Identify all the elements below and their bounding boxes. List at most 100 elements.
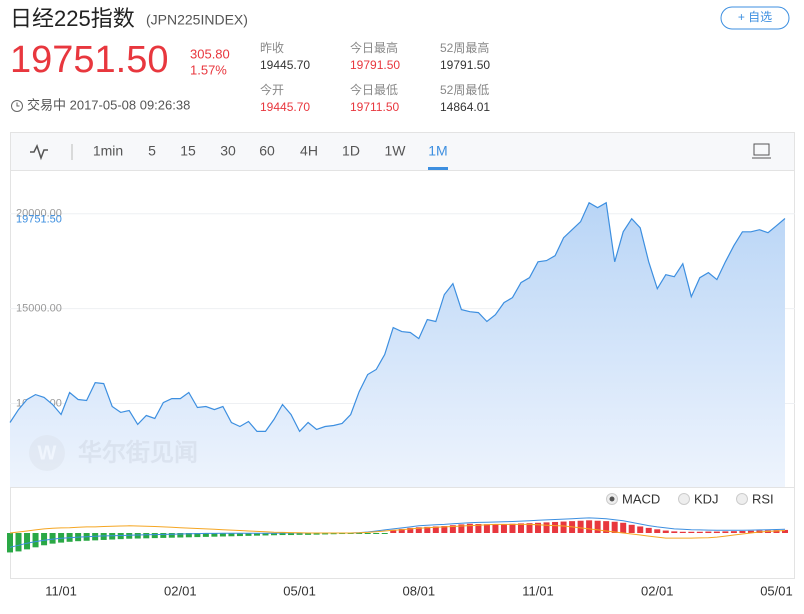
price-area: [10, 202, 785, 487]
macd-bar: [654, 529, 661, 533]
price-line: [9, 201, 786, 433]
x-tick-label: 08/01: [403, 583, 436, 598]
macd-bar: [271, 533, 278, 536]
watermark-logo-letter: W: [38, 442, 57, 464]
watch-button-label[interactable]: + 自选: [738, 10, 772, 24]
macd-bar: [211, 533, 218, 537]
macd-bar: [662, 530, 669, 533]
timeframe-tab[interactable]: 30: [220, 143, 236, 159]
macd-bar: [305, 533, 312, 535]
x-tick-label: 02/01: [641, 583, 674, 598]
macd-bar: [739, 530, 746, 533]
macd-bar: [713, 531, 720, 533]
macd-bar: [747, 530, 754, 533]
macd-bar: [49, 533, 56, 544]
line-type-icon[interactable]: [30, 144, 48, 161]
index-name: 日经225指数: [10, 6, 135, 31]
macd-bar: [509, 523, 516, 533]
macd-bar: [543, 522, 550, 533]
timeframe-tab[interactable]: 4H: [300, 143, 318, 159]
indicator-radio[interactable]: [736, 493, 748, 505]
stat-label: 今开: [260, 82, 284, 97]
indicator-radio[interactable]: [678, 493, 690, 505]
timeframe-tab[interactable]: 1M: [428, 143, 447, 159]
x-tick-label: 11/01: [522, 583, 554, 598]
macd-bar: [679, 531, 686, 533]
macd-bar: [32, 533, 39, 548]
macd-bar: [594, 520, 601, 533]
macd-bar: [552, 521, 559, 533]
macd-bar: [41, 533, 48, 546]
macd-bar: [696, 531, 703, 533]
macd-bar: [688, 531, 695, 533]
macd-bar: [535, 522, 542, 533]
macd-bar: [705, 531, 712, 533]
macd-bar: [449, 525, 456, 533]
macd-bar: [202, 533, 209, 537]
macd-bar: [407, 527, 414, 533]
fullscreen-icon[interactable]: [753, 143, 770, 156]
macd-bar: [603, 521, 610, 533]
watermark-logo: [29, 435, 65, 471]
indicator-radio-dot: [609, 496, 615, 502]
macd-line: [9, 523, 786, 539]
macd-bar: [15, 533, 22, 552]
x-tick-label: 11/01: [45, 583, 77, 598]
macd-bar: [373, 533, 380, 534]
macd-bar: [313, 533, 320, 535]
macd-bar: [560, 521, 567, 533]
x-axis: 11/01 02/01 05/01 08/01 11/01 02/01 05/01: [45, 583, 792, 598]
stat-value: 19711.50: [350, 100, 399, 114]
macd-bar: [611, 521, 618, 533]
macd-bar: [620, 522, 627, 533]
x-tick-label: 05/01: [283, 583, 316, 598]
macd-bar: [645, 527, 652, 533]
macd-bar: [177, 533, 184, 538]
macd-bar: [194, 533, 201, 538]
watermark: W 华尔街见闻: [29, 435, 198, 471]
y-tick-label: 15000.00: [16, 303, 62, 315]
macd-bar: [398, 528, 405, 533]
macd-bar: [24, 533, 31, 550]
macd-bar: [500, 524, 507, 533]
macd-bar: [730, 531, 737, 533]
macd-bar: [526, 523, 533, 533]
stat-label: 昨收: [260, 41, 284, 55]
timeframe-tab[interactable]: 15: [180, 143, 196, 159]
macd-bar: [424, 526, 431, 533]
macd-bar: [296, 533, 303, 535]
stat-value: 19791.50: [350, 58, 400, 72]
clock-hand: [16, 102, 20, 107]
indicator-option[interactable]: RSI: [752, 491, 774, 506]
change-pct: 1.57%: [190, 62, 227, 77]
stat-value: 14864.01: [440, 100, 490, 114]
change: 305.80: [190, 46, 230, 61]
stat-label: 今日最高: [350, 40, 398, 55]
timeframe-tab[interactable]: 1min: [93, 143, 123, 159]
macd-bar: [219, 533, 226, 537]
indicator-option[interactable]: KDJ: [694, 491, 719, 506]
stat-label: 52周最低: [440, 83, 489, 97]
tab-bar: [11, 133, 794, 170]
macd-line: [9, 517, 786, 548]
macd-bar: [628, 524, 635, 533]
watch-button[interactable]: [720, 6, 790, 30]
price: 19751.50: [10, 39, 169, 81]
macd-bar: [586, 520, 593, 533]
timeframe-tab[interactable]: 5: [148, 143, 156, 159]
y-tick-label: 20000.00: [16, 208, 62, 220]
timeframe-tab[interactable]: 60: [259, 143, 275, 159]
macd-bar: [126, 533, 133, 539]
indicator-option[interactable]: MACD: [622, 491, 660, 506]
stat-value: 19445.70: [260, 100, 310, 114]
timeframe-tab[interactable]: 1D: [342, 143, 360, 159]
macd-bar: [168, 533, 175, 538]
macd-bar: [492, 524, 499, 533]
timeframe-tab[interactable]: 1W: [385, 143, 407, 159]
clock-icon: [11, 100, 23, 112]
macd-bar: [322, 533, 329, 535]
macd-bar: [253, 533, 260, 536]
macd-bar: [671, 531, 678, 533]
macd-bar: [245, 533, 252, 536]
